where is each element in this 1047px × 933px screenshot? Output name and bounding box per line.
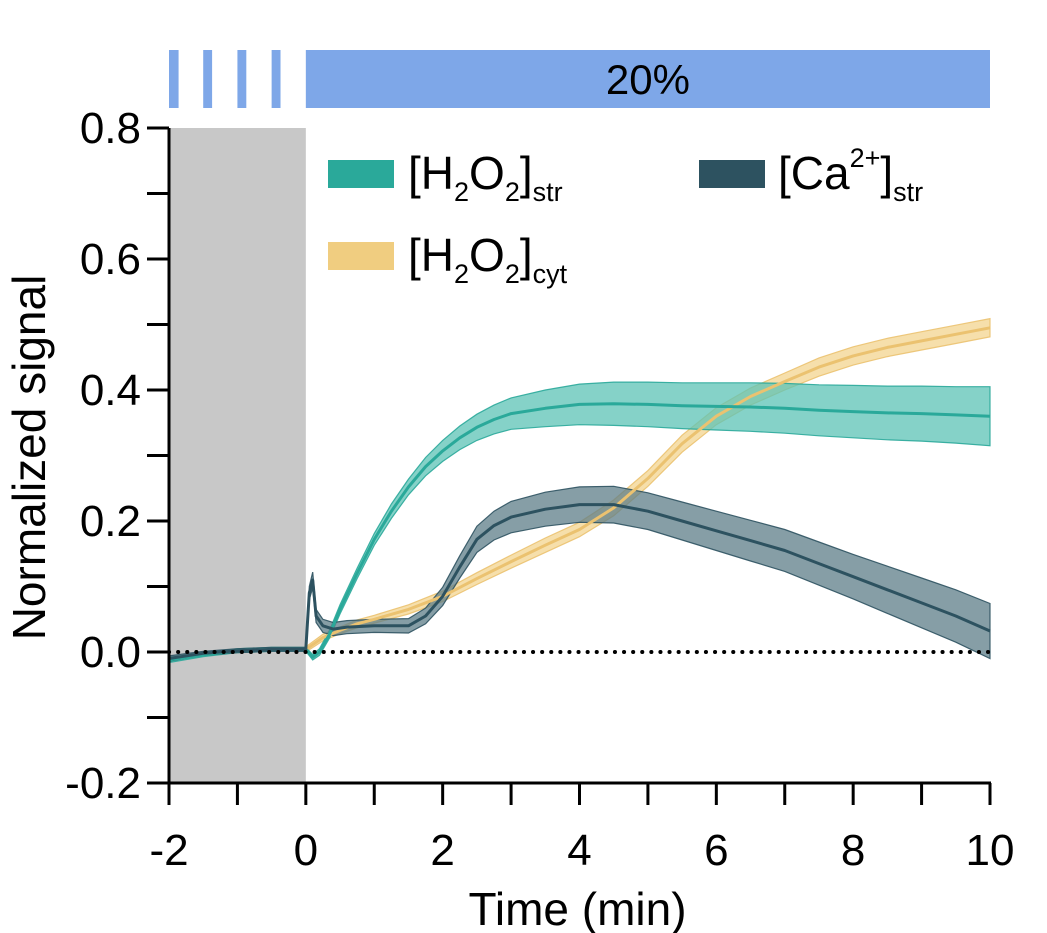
series-lines <box>168 326 991 662</box>
x-tick-label: 8 <box>841 826 865 875</box>
legend-label: [Ca2+]str <box>778 143 923 207</box>
legend-label: [H2O2]str <box>408 147 563 207</box>
x-tick-label: -2 <box>149 826 188 875</box>
shaded-region <box>169 128 306 783</box>
legend-label-part: str <box>893 177 923 207</box>
stimulus-pulse <box>203 50 213 108</box>
y-tick-label: 0.0 <box>80 628 141 677</box>
legend-label-part: O <box>469 147 505 199</box>
legend-label-part: 2 <box>454 177 469 207</box>
error-band <box>305 317 991 654</box>
x-tick-labels: -2 0 2 4 6 8 10 <box>149 826 1014 875</box>
y-tick-label: 0.6 <box>80 235 141 284</box>
baseline-period-shading <box>169 128 306 783</box>
legend: [H2O2]str[H2O2]cyt[Ca2+]str <box>328 143 923 289</box>
legend-label-part: ] <box>520 229 533 281</box>
legend-swatch <box>328 160 394 188</box>
x-tick-label: 6 <box>704 826 728 875</box>
stimulus-continuous <box>305 50 990 108</box>
x-tick-label: 2 <box>430 826 454 875</box>
y-tick-label: 0.8 <box>80 104 141 153</box>
error-band <box>168 381 991 664</box>
legend-label-part: str <box>533 177 563 207</box>
x-tick-label: 0 <box>294 826 318 875</box>
legend-label-part: O <box>469 229 505 281</box>
legend-label-part: [H <box>408 229 454 281</box>
series-line <box>168 402 991 662</box>
y-tick-label: 0.2 <box>80 497 141 546</box>
stimulus-label: 20% <box>606 56 690 103</box>
stimulus-pulse <box>237 50 247 108</box>
y-axis-title: Normalized signal <box>3 275 55 641</box>
legend-label-part: [H <box>408 147 454 199</box>
legend-label-part: [Ca <box>778 147 850 199</box>
series-line <box>304 326 991 651</box>
legend-label-part: 2 <box>454 259 469 289</box>
legend-label-part: 2+ <box>850 143 881 173</box>
stimulus-pulse <box>169 50 179 108</box>
legend-label-part: ] <box>880 147 893 199</box>
legend-swatch <box>328 242 394 270</box>
legend-label: [H2O2]cyt <box>408 229 568 289</box>
legend-swatch <box>699 160 765 188</box>
legend-label-part: 2 <box>505 177 520 207</box>
series-line <box>168 503 991 660</box>
y-tick-label: 0.4 <box>80 366 141 415</box>
axes <box>147 126 992 805</box>
legend-label-part: ] <box>520 147 533 199</box>
stimulus-pulse <box>271 50 281 108</box>
stimulus-bar: 20% <box>169 50 990 108</box>
x-tick-label: 4 <box>567 826 591 875</box>
x-axis-title: Time (min) <box>468 883 686 933</box>
y-tick-label: -0.2 <box>65 759 141 808</box>
legend-label-part: cyt <box>533 259 568 289</box>
legend-label-part: 2 <box>505 259 520 289</box>
y-tick-labels: -0.2 0.0 0.2 0.4 0.6 0.8 <box>65 104 141 808</box>
x-tick-label: 10 <box>966 826 1015 875</box>
